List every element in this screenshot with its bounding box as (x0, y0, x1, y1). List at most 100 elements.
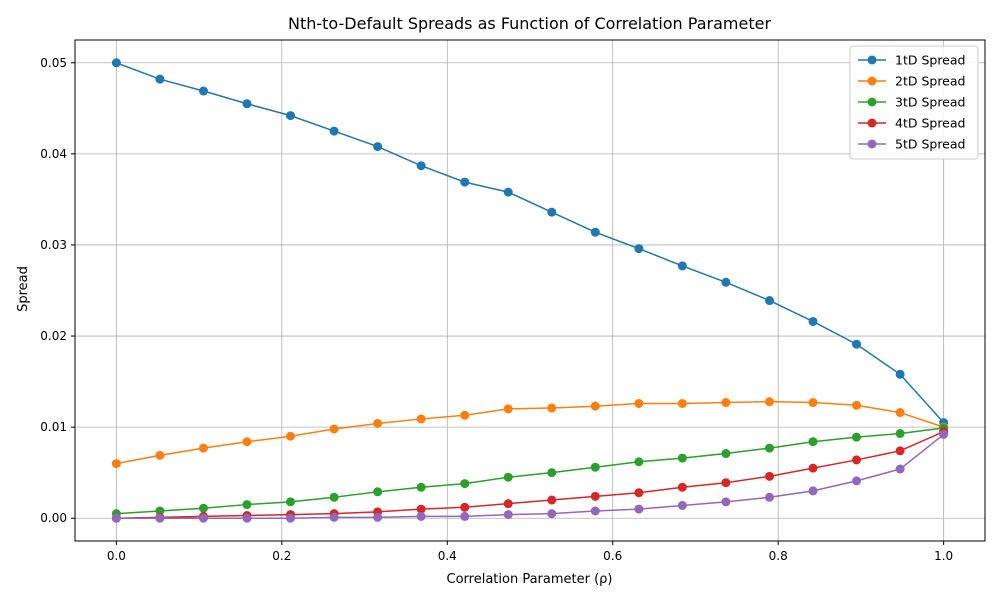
data-point (677, 482, 687, 492)
data-point (111, 513, 121, 523)
x-tick-label: 0.8 (769, 549, 788, 563)
data-point (808, 437, 818, 447)
data-point (634, 488, 644, 498)
data-point (634, 504, 644, 514)
data-point (503, 472, 513, 482)
series-1td (111, 58, 949, 428)
data-point (764, 296, 774, 306)
x-tick-label: 0.4 (438, 549, 457, 563)
data-point (286, 111, 296, 121)
data-point (416, 414, 426, 424)
data-point (460, 177, 470, 187)
x-axis-ticks: 0.0 0.2 0.4 0.6 0.8 1.0 (107, 541, 953, 563)
data-point (764, 492, 774, 502)
y-tick-label: 0.05 (40, 56, 67, 70)
series-5td (111, 429, 949, 523)
data-point (286, 431, 296, 441)
data-point (503, 404, 513, 414)
data-point (764, 397, 774, 407)
data-point (329, 512, 339, 522)
x-tick-label: 0.0 (107, 549, 126, 563)
chart-title: Nth-to-Default Spreads as Function of Co… (288, 14, 771, 33)
data-point (329, 424, 339, 434)
data-point (547, 403, 557, 413)
data-point (373, 512, 383, 522)
y-tick-label: 0.00 (40, 511, 67, 525)
data-point (198, 513, 208, 523)
data-point (590, 491, 600, 501)
data-point (286, 513, 296, 523)
data-point (852, 400, 862, 410)
data-point (721, 497, 731, 507)
legend-label: 1tD Spread (895, 53, 965, 68)
y-tick-label: 0.03 (40, 238, 67, 252)
data-point (808, 486, 818, 496)
data-point (155, 74, 165, 84)
x-tick-label: 0.2 (272, 549, 291, 563)
data-point (155, 506, 165, 516)
data-point (939, 429, 949, 439)
data-point (198, 86, 208, 96)
data-point (460, 479, 470, 489)
legend-marker (867, 118, 877, 128)
data-point (852, 455, 862, 465)
data-point (895, 446, 905, 456)
data-point (460, 410, 470, 420)
series-line (116, 433, 945, 519)
data-point (242, 513, 252, 523)
data-point (808, 398, 818, 408)
data-point (852, 476, 862, 486)
data-point (198, 443, 208, 453)
data-point (677, 398, 687, 408)
data-point (721, 277, 731, 287)
grid (75, 40, 985, 541)
data-point (895, 369, 905, 379)
data-point (590, 506, 600, 516)
plot-frame (74, 39, 986, 542)
x-axis-label: Correlation Parameter (ρ) (447, 572, 613, 587)
legend: 1tD Spread 2tD Spread 3tD Spread 4tD Spread… (849, 45, 979, 160)
data-point (198, 503, 208, 513)
data-point (242, 99, 252, 109)
data-point (242, 500, 252, 510)
data-point (852, 432, 862, 442)
legend-marker (867, 97, 877, 107)
data-point (721, 449, 731, 459)
data-point (373, 418, 383, 428)
data-point (416, 482, 426, 492)
y-axis-label: Spread (16, 266, 31, 312)
data-point (111, 58, 121, 68)
legend-entry: 1tD Spread (858, 53, 965, 68)
data-point (721, 398, 731, 408)
data-point (373, 487, 383, 497)
series-line (116, 431, 944, 519)
data-point (547, 495, 557, 505)
data-point (634, 398, 644, 408)
legend-box (849, 45, 979, 160)
data-point (590, 401, 600, 411)
data-point (808, 316, 818, 326)
legend-label: 5tD Spread (895, 137, 965, 152)
data-point (416, 504, 426, 514)
data-point (895, 408, 905, 418)
legend-label: 2tD Spread (895, 74, 965, 89)
data-point (764, 443, 774, 453)
data-point (416, 511, 426, 521)
data-point (416, 161, 426, 171)
legend-entry: 4tD Spread (858, 116, 965, 131)
data-point (547, 207, 557, 217)
data-point (677, 500, 687, 510)
data-point (764, 471, 774, 481)
data-point (503, 499, 513, 509)
y-axis-ticks: 0.00 0.01 0.02 0.03 0.04 0.05 (40, 56, 75, 525)
series-line (116, 427, 944, 515)
data-point (503, 187, 513, 197)
legend-marker (867, 76, 877, 86)
y-tick-label: 0.04 (40, 147, 67, 161)
legend-label: 3tD Spread (895, 95, 965, 110)
data-point (503, 510, 513, 520)
data-point (460, 511, 470, 521)
data-point (895, 464, 905, 474)
data-point (460, 502, 470, 512)
